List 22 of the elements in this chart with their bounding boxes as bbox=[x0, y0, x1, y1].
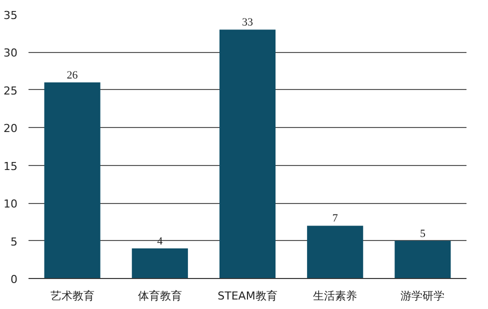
y-tick-label: 10 bbox=[4, 198, 18, 211]
x-tick-label: STEAM教育 bbox=[218, 290, 278, 302]
y-tick-label: 0 bbox=[10, 273, 18, 286]
data-label: 26 bbox=[66, 69, 78, 82]
bar bbox=[394, 240, 451, 278]
x-tick-label: 游学研学 bbox=[400, 290, 445, 302]
bar bbox=[44, 82, 100, 278]
y-tick-label: 35 bbox=[4, 9, 18, 22]
x-tick-label: 生活素养 bbox=[313, 290, 358, 302]
data-label: 33 bbox=[242, 16, 254, 29]
data-label: 7 bbox=[332, 212, 338, 225]
x-tick-label: 体育教育 bbox=[138, 290, 182, 302]
x-tick-label: 艺术教育 bbox=[50, 290, 94, 302]
bar bbox=[219, 30, 276, 278]
y-tick-label: 5 bbox=[10, 235, 18, 248]
y-tick-label: 15 bbox=[4, 160, 18, 173]
bar bbox=[132, 248, 188, 278]
bar bbox=[307, 226, 364, 278]
y-tick-label: 25 bbox=[4, 84, 18, 98]
data-label: 5 bbox=[420, 228, 426, 240]
y-tick-label: 20 bbox=[4, 122, 18, 136]
y-tick-label: 30 bbox=[4, 46, 18, 60]
